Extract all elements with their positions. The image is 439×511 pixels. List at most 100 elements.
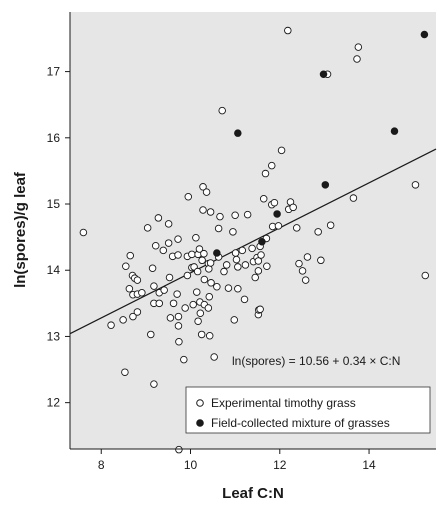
point-experimental (254, 257, 263, 265)
ticks: 8 10 12 14 12 13 14 15 16 17 (47, 65, 376, 472)
point-experimental (238, 246, 247, 255)
point-experimental (200, 249, 208, 258)
point-experimental (206, 259, 215, 267)
point-experimental (224, 284, 233, 292)
point-experimental (165, 273, 174, 282)
point-field-collected (321, 181, 330, 189)
point-experimental (143, 224, 152, 232)
axes (69, 12, 436, 450)
point-experimental (326, 221, 335, 229)
point-experimental (261, 169, 270, 178)
point-experimental (164, 220, 173, 228)
point-experimental (198, 256, 206, 265)
point-experimental (197, 330, 206, 339)
legend: Experimental timothy grass Field-collect… (185, 386, 431, 434)
point-experimental (234, 263, 242, 271)
point-experimental (199, 183, 207, 191)
x-tick-label: 10 (184, 458, 198, 472)
point-experimental (184, 192, 193, 201)
point-experimental (166, 314, 175, 322)
point-experimental (175, 445, 183, 454)
point-field-collected (420, 30, 429, 39)
y-tick-label: 12 (47, 396, 61, 410)
point-experimental (150, 380, 158, 388)
point-experimental (174, 322, 183, 330)
y-tick-label: 14 (47, 263, 61, 277)
legend-marker-field-icon (196, 419, 204, 427)
point-experimental (214, 224, 223, 233)
regression-equation: ln(spores) = 10.56 + 0.34 × C:N (232, 354, 400, 368)
y-tick-label: 17 (47, 65, 61, 79)
point-field-collected (258, 238, 266, 246)
point-experimental (121, 368, 129, 376)
point-experimental (181, 304, 189, 312)
point-experimental (155, 299, 164, 308)
point-experimental (220, 267, 228, 276)
point-experimental (248, 244, 256, 253)
regression-layer (69, 148, 437, 335)
point-experimental (204, 304, 213, 312)
point-experimental (150, 282, 158, 290)
point-experimental (189, 300, 197, 309)
point-experimental (259, 194, 268, 203)
y-tick-label: 16 (47, 131, 61, 145)
point-experimental (292, 224, 301, 232)
point-experimental (349, 194, 358, 202)
x-tick-label: 12 (273, 458, 287, 472)
point-experimental (174, 235, 182, 243)
point-experimental (122, 262, 130, 271)
point-experimental (125, 285, 134, 293)
point-experimental (202, 188, 211, 196)
point-experimental (196, 309, 205, 318)
point-experimental (193, 288, 201, 296)
point-experimental (133, 276, 142, 284)
x-tick-label: 14 (362, 458, 376, 472)
y-tick-label: 13 (47, 329, 61, 343)
y-axis-title: ln(spores)/g leaf (12, 171, 29, 288)
point-field-collected (213, 249, 221, 257)
point-experimental (194, 317, 202, 325)
point-experimental (234, 285, 242, 293)
point-experimental (411, 181, 420, 189)
point-experimental (164, 239, 173, 247)
point-experimental (230, 316, 239, 324)
legend-label-experimental: Experimental timothy grass (211, 396, 356, 410)
point-experimental (317, 256, 325, 265)
point-experimental (169, 299, 178, 308)
data-points (79, 26, 430, 454)
point-experimental (274, 222, 283, 230)
point-experimental (303, 253, 312, 261)
point-experimental (270, 198, 279, 207)
point-experimental (195, 245, 204, 253)
point-experimental (193, 267, 202, 276)
point-experimental (126, 251, 135, 260)
point-field-collected (234, 129, 242, 137)
point-experimental (119, 316, 127, 324)
point-experimental (188, 250, 196, 259)
point-experimental (206, 208, 215, 216)
point-experimental (240, 295, 249, 304)
point-field-collected (390, 127, 399, 135)
point-experimental (192, 234, 200, 242)
point-experimental (151, 241, 160, 250)
point-experimental (205, 332, 214, 340)
point-experimental (205, 292, 214, 301)
point-experimental (175, 337, 183, 346)
point-experimental (159, 246, 168, 255)
point-experimental (218, 106, 226, 115)
point-experimental (129, 312, 137, 321)
point-experimental (213, 283, 221, 291)
point-experimental (254, 267, 263, 275)
point-experimental (289, 203, 297, 212)
point-experimental (298, 267, 307, 275)
point-experimental (222, 261, 231, 269)
point-experimental (180, 355, 188, 364)
plot-background (70, 12, 436, 449)
point-experimental (251, 273, 259, 282)
legend-box (185, 386, 431, 434)
point-experimental (148, 264, 157, 272)
point-experimental (229, 228, 237, 236)
point-experimental (160, 286, 168, 294)
